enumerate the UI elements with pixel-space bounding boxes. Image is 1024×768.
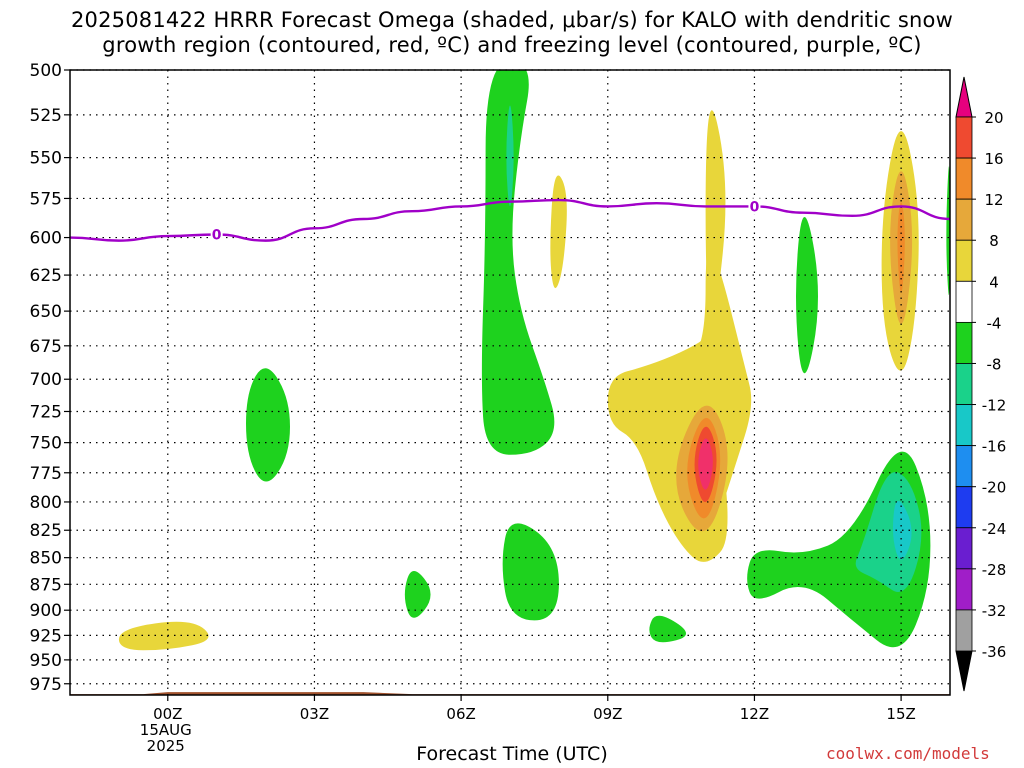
omega-region-1-level-0 — [246, 368, 290, 482]
omega-region-12-level-0 — [946, 166, 950, 296]
colorbar-label-6: -8 — [987, 355, 1002, 373]
x-tick-label-00Z: 00Z — [153, 705, 182, 723]
colorbar-band-7 — [955, 404, 973, 447]
y-tick-label-825: 825 — [30, 521, 62, 541]
colorbar-band-0 — [955, 116, 973, 159]
colorbar-top-arrow — [955, 76, 973, 118]
x-axis-label: Forecast Time (UTC) — [416, 743, 608, 765]
colorbar-label-9: -20 — [982, 479, 1007, 497]
y-tick-label-925: 925 — [30, 626, 62, 646]
y-tick-label-500: 500 — [30, 61, 62, 81]
freezing-label-bg-0 — [210, 226, 223, 243]
colorbar-band-4 — [955, 280, 973, 323]
y-tick-label-725: 725 — [30, 402, 62, 422]
x-tick-label-15Z: 15Z — [886, 705, 915, 723]
watermark[interactable]: coolwx.com/models — [826, 744, 990, 763]
colorbar-band-1 — [955, 157, 973, 200]
x-tick-label-03Z: 03Z — [300, 705, 329, 723]
y-tick-label-700: 700 — [30, 370, 62, 390]
omega-region-4-level-0 — [502, 523, 559, 621]
colorbar-label-1: 16 — [984, 150, 1003, 168]
colorbar-label-12: -32 — [982, 602, 1007, 620]
y-tick-label-525: 525 — [30, 106, 62, 126]
y-tick-label-900: 900 — [30, 601, 62, 621]
y-tick-label-575: 575 — [30, 189, 62, 209]
x-tick-sublabel-0: 15AUG — [140, 721, 192, 739]
colorbar-label-0: 20 — [984, 109, 1003, 127]
y-tick-label-650: 650 — [30, 302, 62, 322]
x-tick-sublabel-1: 2025 — [147, 737, 185, 755]
y-tick-label-975: 975 — [30, 675, 62, 695]
y-tick-label-775: 775 — [30, 464, 62, 484]
x-tick-label-12Z: 12Z — [740, 705, 769, 723]
colorbar-label-2: 12 — [984, 191, 1003, 209]
colorbar-label-10: -24 — [982, 520, 1007, 538]
chart-title-line-2: growth region (contoured, red, ºC) and f… — [102, 33, 922, 57]
colorbar-band-11 — [955, 568, 973, 611]
omega-region-3-level-1 — [506, 105, 514, 206]
colorbar-label-8: -16 — [982, 438, 1007, 456]
y-tick-label-625: 625 — [30, 266, 62, 286]
y-tick-label-950: 950 — [30, 651, 62, 671]
freezing-label-bg-1 — [748, 198, 761, 215]
freezing-level-label-0: 0 — [212, 227, 222, 243]
y-tick-label-675: 675 — [30, 337, 62, 357]
y-tick-label-750: 750 — [30, 434, 62, 454]
colorbar-band-10 — [955, 527, 973, 570]
colorbar-bottom-arrow — [955, 650, 973, 692]
x-tick-label-06Z: 06Z — [446, 705, 475, 723]
chart-title-line-1: 2025081422 HRRR Forecast Omega (shaded, … — [71, 8, 953, 32]
omega-region-5-level-0 — [550, 175, 567, 289]
colorbar-label-11: -28 — [982, 561, 1007, 579]
omega-region-2-level-0 — [404, 571, 431, 618]
colorbar-label-4: 4 — [989, 273, 999, 291]
colorbar-label-13: -36 — [982, 643, 1007, 661]
colorbar-band-5 — [955, 321, 973, 364]
colorbar-band-2 — [955, 198, 973, 241]
colorbar-band-12 — [955, 609, 973, 652]
colorbar-band-8 — [955, 445, 973, 488]
y-tick-label-800: 800 — [30, 493, 62, 513]
omega-region-11-level-2 — [897, 202, 905, 293]
freezing-level-label-1: 0 — [750, 199, 760, 215]
y-tick-label-550: 550 — [30, 149, 62, 169]
omega-region-8-level-0 — [649, 615, 686, 643]
omega-region-7-level-3 — [698, 438, 713, 490]
plot-frame — [69, 69, 951, 696]
colorbar-band-6 — [955, 363, 973, 405]
y-tick-label-875: 875 — [30, 575, 62, 595]
y-tick-label-850: 850 — [30, 549, 62, 569]
omega-region-0-level-0 — [118, 621, 209, 651]
omega-region-9-level-0 — [796, 217, 818, 374]
colorbar-label-3: 8 — [989, 232, 999, 250]
colorbar-label-5: -4 — [987, 314, 1002, 332]
omega-region-3-level-0 — [481, 70, 555, 455]
colorbar-band-3 — [955, 239, 973, 282]
y-tick-label-600: 600 — [30, 229, 62, 249]
x-tick-label-09Z: 09Z — [593, 705, 622, 723]
colorbar-band-9 — [955, 486, 973, 529]
colorbar-label-7: -12 — [982, 397, 1007, 415]
omega-region-10-level-1 — [855, 472, 922, 593]
